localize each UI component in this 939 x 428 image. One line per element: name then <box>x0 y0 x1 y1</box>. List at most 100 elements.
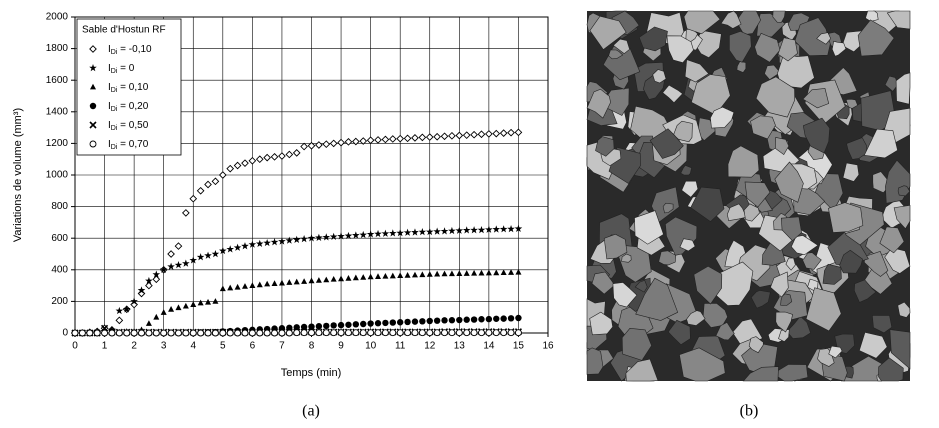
marker <box>419 318 426 325</box>
grain <box>621 327 652 361</box>
marker <box>500 329 508 337</box>
marker <box>263 329 271 337</box>
marker <box>205 298 212 305</box>
marker <box>352 321 360 328</box>
marker <box>90 83 96 90</box>
marker <box>137 289 146 298</box>
marker <box>500 269 507 276</box>
marker <box>367 329 375 337</box>
marker <box>167 262 175 270</box>
grain <box>884 75 899 92</box>
grain <box>612 38 630 54</box>
legend-label: IDi = 0,10 <box>108 82 149 94</box>
marker <box>345 275 352 281</box>
marker <box>345 329 352 337</box>
marker <box>338 275 345 282</box>
marker <box>123 329 131 337</box>
marker <box>227 284 234 291</box>
marker <box>86 329 94 337</box>
marker <box>440 132 449 141</box>
grain <box>846 137 867 160</box>
marker <box>174 261 183 269</box>
marker <box>337 321 345 329</box>
marker <box>478 269 485 276</box>
marker <box>440 227 449 235</box>
grain <box>693 265 723 305</box>
marker <box>396 134 405 143</box>
marker <box>352 274 359 281</box>
grain <box>634 280 648 293</box>
grain <box>828 345 843 359</box>
marker <box>322 233 331 241</box>
marker <box>433 317 441 324</box>
grain <box>727 145 760 178</box>
marker <box>108 329 116 337</box>
marker <box>366 136 375 145</box>
grain <box>589 15 627 51</box>
marker <box>285 150 294 159</box>
marker <box>419 271 426 278</box>
grain <box>750 290 771 309</box>
marker <box>204 251 212 259</box>
marker <box>204 180 212 189</box>
x-tick-label: 3 <box>161 341 167 352</box>
marker <box>418 329 426 337</box>
marker <box>234 283 241 290</box>
x-tick-label: 2 <box>131 341 137 352</box>
marker <box>315 277 322 283</box>
legend-title: Sable d'Hostun RF <box>82 25 166 36</box>
marker <box>71 329 79 337</box>
grain <box>786 315 811 339</box>
grain <box>748 336 764 354</box>
marker <box>101 329 109 337</box>
marker <box>115 306 124 315</box>
marker <box>93 329 101 337</box>
marker <box>433 132 441 141</box>
marker <box>300 142 308 151</box>
marker <box>322 140 331 149</box>
marker <box>433 329 441 337</box>
marker <box>285 236 294 244</box>
marker <box>145 281 153 290</box>
marker <box>197 329 205 337</box>
marker <box>89 45 97 53</box>
legend-box <box>76 18 182 156</box>
marker <box>263 153 271 162</box>
marker <box>478 316 485 323</box>
marker <box>293 278 300 285</box>
grain <box>586 347 604 375</box>
marker <box>514 329 522 337</box>
marker <box>271 329 278 337</box>
marker <box>515 268 522 275</box>
marker <box>418 133 427 142</box>
marker <box>182 302 189 309</box>
y-tick-label: 1200 <box>46 138 69 149</box>
marker <box>359 329 367 337</box>
grain <box>690 186 725 222</box>
grain <box>780 216 802 242</box>
grain <box>884 247 911 274</box>
marker <box>381 229 390 237</box>
marker <box>514 128 523 137</box>
marker <box>455 226 464 234</box>
grain <box>726 203 747 222</box>
marker <box>182 209 190 217</box>
marker <box>500 315 507 322</box>
marker <box>233 243 242 251</box>
marker <box>271 280 278 286</box>
marker <box>160 309 167 315</box>
marker <box>293 329 301 337</box>
marker <box>388 135 397 143</box>
marker <box>381 135 390 144</box>
marker <box>515 314 522 322</box>
grain <box>889 329 911 370</box>
marker <box>411 318 419 325</box>
photo <box>586 10 911 382</box>
grain <box>589 311 614 336</box>
marker <box>196 186 205 195</box>
grain <box>755 76 796 118</box>
grain <box>612 282 638 308</box>
grain <box>720 10 742 29</box>
marker <box>448 329 456 337</box>
grain <box>754 32 781 63</box>
